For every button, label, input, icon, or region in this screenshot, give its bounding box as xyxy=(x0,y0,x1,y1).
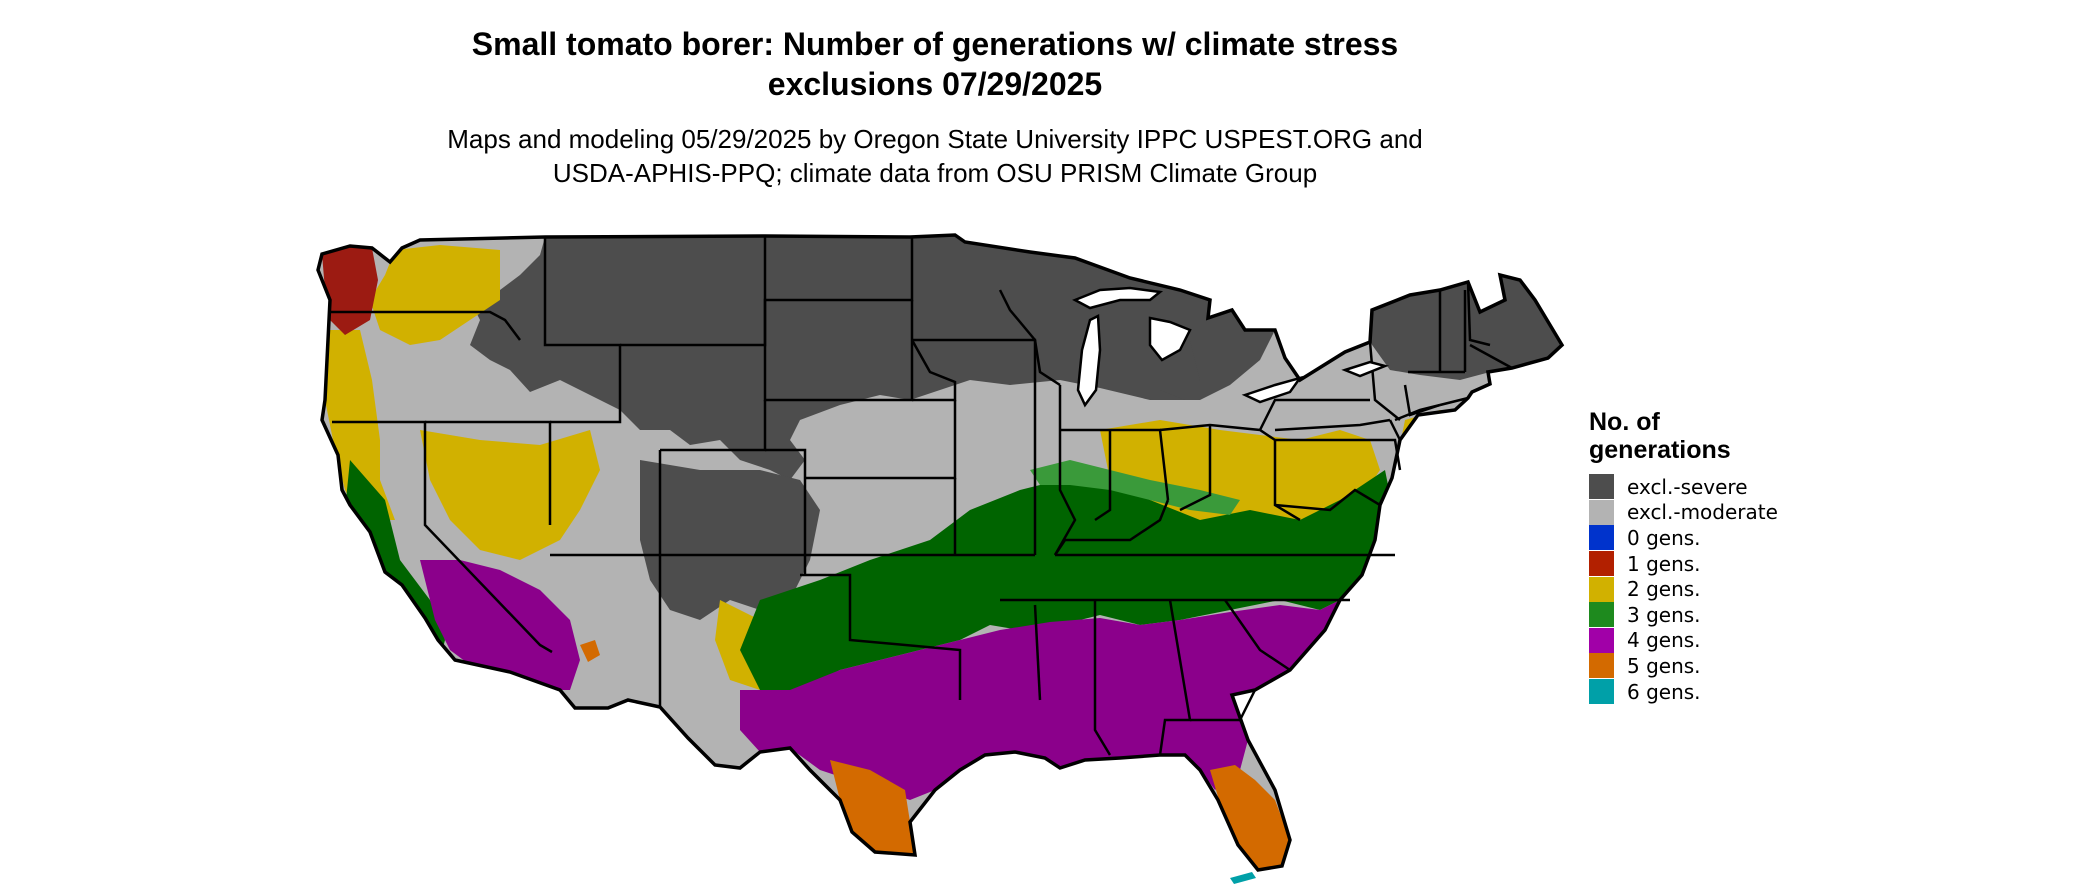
six-gens-keys-spot xyxy=(1230,872,1256,884)
legend-item-2-gens: 2 gens. xyxy=(1589,576,1829,602)
legend-label: 2 gens. xyxy=(1627,577,1701,602)
legend-label: 6 gens. xyxy=(1627,679,1701,704)
legend-item-0-gens: 0 gens. xyxy=(1589,525,1829,551)
zone-2-gens-west-coast xyxy=(322,330,395,520)
legend-swatch xyxy=(1589,525,1614,551)
map-subtitle: Maps and modeling 05/29/2025 by Oregon S… xyxy=(0,122,1870,190)
legend-item-5-gens: 5 gens. xyxy=(1589,653,1829,679)
legend-swatch xyxy=(1589,627,1614,653)
zone-excl-severe-rockies xyxy=(640,460,820,620)
legend-item-3-gens: 3 gens. xyxy=(1589,602,1829,628)
subtitle-line-2: USDA-APHIS-PPQ; climate data from OSU PR… xyxy=(552,158,1318,188)
us-outline xyxy=(316,233,1565,872)
lake-superior xyxy=(1072,286,1164,310)
legend-item-4-gens: 4 gens. xyxy=(1589,627,1829,654)
legend-label: 1 gens. xyxy=(1627,551,1701,576)
zone-5-gens-south-texas xyxy=(830,760,915,855)
great-lakes xyxy=(1072,286,1389,408)
zone-4-gens-gulf-coast xyxy=(740,600,1345,800)
legend-label: 3 gens. xyxy=(1627,602,1701,627)
legend-title-line-1: No. of xyxy=(1589,408,1660,436)
zone-2-gens-great-basin xyxy=(420,430,600,560)
legend-title: No. of generations xyxy=(1589,408,1829,464)
subtitle-line-1: Maps and modeling 05/29/2025 by Oregon S… xyxy=(447,124,1423,154)
lake-michigan xyxy=(1076,314,1102,408)
title-line-1: Small tomato borer: Number of generation… xyxy=(471,26,1399,62)
legend-item-excl-severe: excl.-severe xyxy=(1589,474,1829,500)
lake-ontario xyxy=(1341,360,1389,378)
zone-4-gens-desert-southwest xyxy=(420,560,580,690)
legend-title-line-2: generations xyxy=(1589,436,1731,464)
legend-item-excl-moderate: excl.-moderate xyxy=(1589,499,1829,526)
legend-label: excl.-severe xyxy=(1627,474,1748,499)
legend-swatch xyxy=(1589,602,1614,628)
legend-label: 0 gens. xyxy=(1627,525,1701,550)
zone-5-gens-arizona-spots xyxy=(580,640,600,662)
legend-swatch xyxy=(1589,679,1614,705)
zone-3-gens-central-south xyxy=(740,470,1395,690)
state-borders xyxy=(330,236,1513,756)
legend-swatch xyxy=(1589,499,1614,525)
zone-excl-severe-northern-plains xyxy=(470,235,1275,480)
legend-swatch xyxy=(1589,653,1614,679)
legend-swatch xyxy=(1589,474,1614,500)
legend-items: excl.-severe excl.-moderate 0 gens. 1 ge… xyxy=(1589,474,1829,705)
legend-item-6-gens: 6 gens. xyxy=(1589,679,1829,705)
title-line-2: exclusions 07/29/2025 xyxy=(767,66,1103,102)
zone-3-gens-light-band xyxy=(1030,460,1240,515)
lake-erie xyxy=(1241,375,1304,404)
legend-label: 4 gens. xyxy=(1627,628,1701,653)
lake-huron xyxy=(1148,316,1192,362)
legend-label: excl.-moderate xyxy=(1627,500,1778,525)
legend: No. of generations excl.-severe excl.-mo… xyxy=(1589,408,1829,705)
legend-item-1-gens: 1 gens. xyxy=(1589,551,1829,577)
legend-label: 5 gens. xyxy=(1627,653,1701,678)
zone-5-gens-florida xyxy=(1210,765,1290,870)
zone-2-gens-pacific-northwest xyxy=(370,245,500,345)
legend-swatch xyxy=(1589,576,1614,602)
map-title: Small tomato borer: Number of generation… xyxy=(0,24,1870,104)
legend-swatch xyxy=(1589,551,1614,577)
